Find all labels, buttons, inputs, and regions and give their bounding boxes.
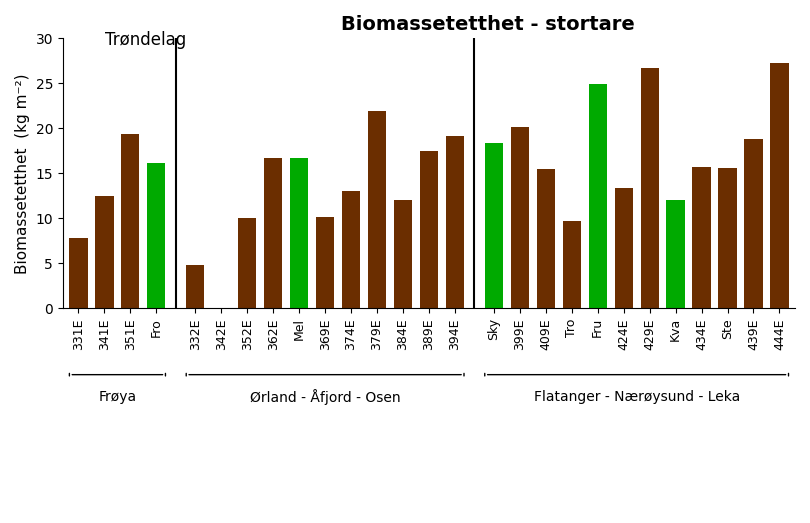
Text: Frøya: Frøya [98, 390, 136, 404]
Bar [693, 167, 710, 309]
Bar [667, 199, 684, 309]
Bar [446, 137, 464, 309]
Bar [744, 139, 762, 309]
Bar [589, 84, 607, 309]
Bar [641, 68, 659, 309]
Bar [290, 158, 309, 309]
Text: Ørland - Åfjord - Osen: Ørland - Åfjord - Osen [249, 390, 400, 405]
Bar [238, 219, 256, 309]
Bar [484, 143, 503, 309]
Bar [186, 265, 204, 309]
Bar [718, 168, 736, 309]
Bar [122, 134, 139, 309]
Bar [770, 63, 788, 309]
Bar [420, 151, 438, 309]
Text: Flatanger - Nærøysund - Leka: Flatanger - Nærøysund - Leka [534, 390, 740, 404]
Bar [147, 164, 165, 309]
Bar [96, 196, 113, 309]
Bar [264, 158, 282, 309]
Bar [316, 217, 335, 309]
Bar [394, 199, 412, 309]
Bar [537, 169, 555, 309]
Title: Biomassetetthet - stortare: Biomassetetthet - stortare [341, 15, 634, 34]
Bar [342, 190, 360, 309]
Text: Trøndelag: Trøndelag [105, 31, 186, 49]
Bar [511, 127, 529, 309]
Y-axis label: Biomassetetthet  (kg m⁻²): Biomassetetthet (kg m⁻²) [15, 73, 30, 274]
Bar [70, 238, 87, 309]
Bar [615, 188, 633, 309]
Bar [368, 111, 386, 309]
Bar [563, 221, 581, 309]
